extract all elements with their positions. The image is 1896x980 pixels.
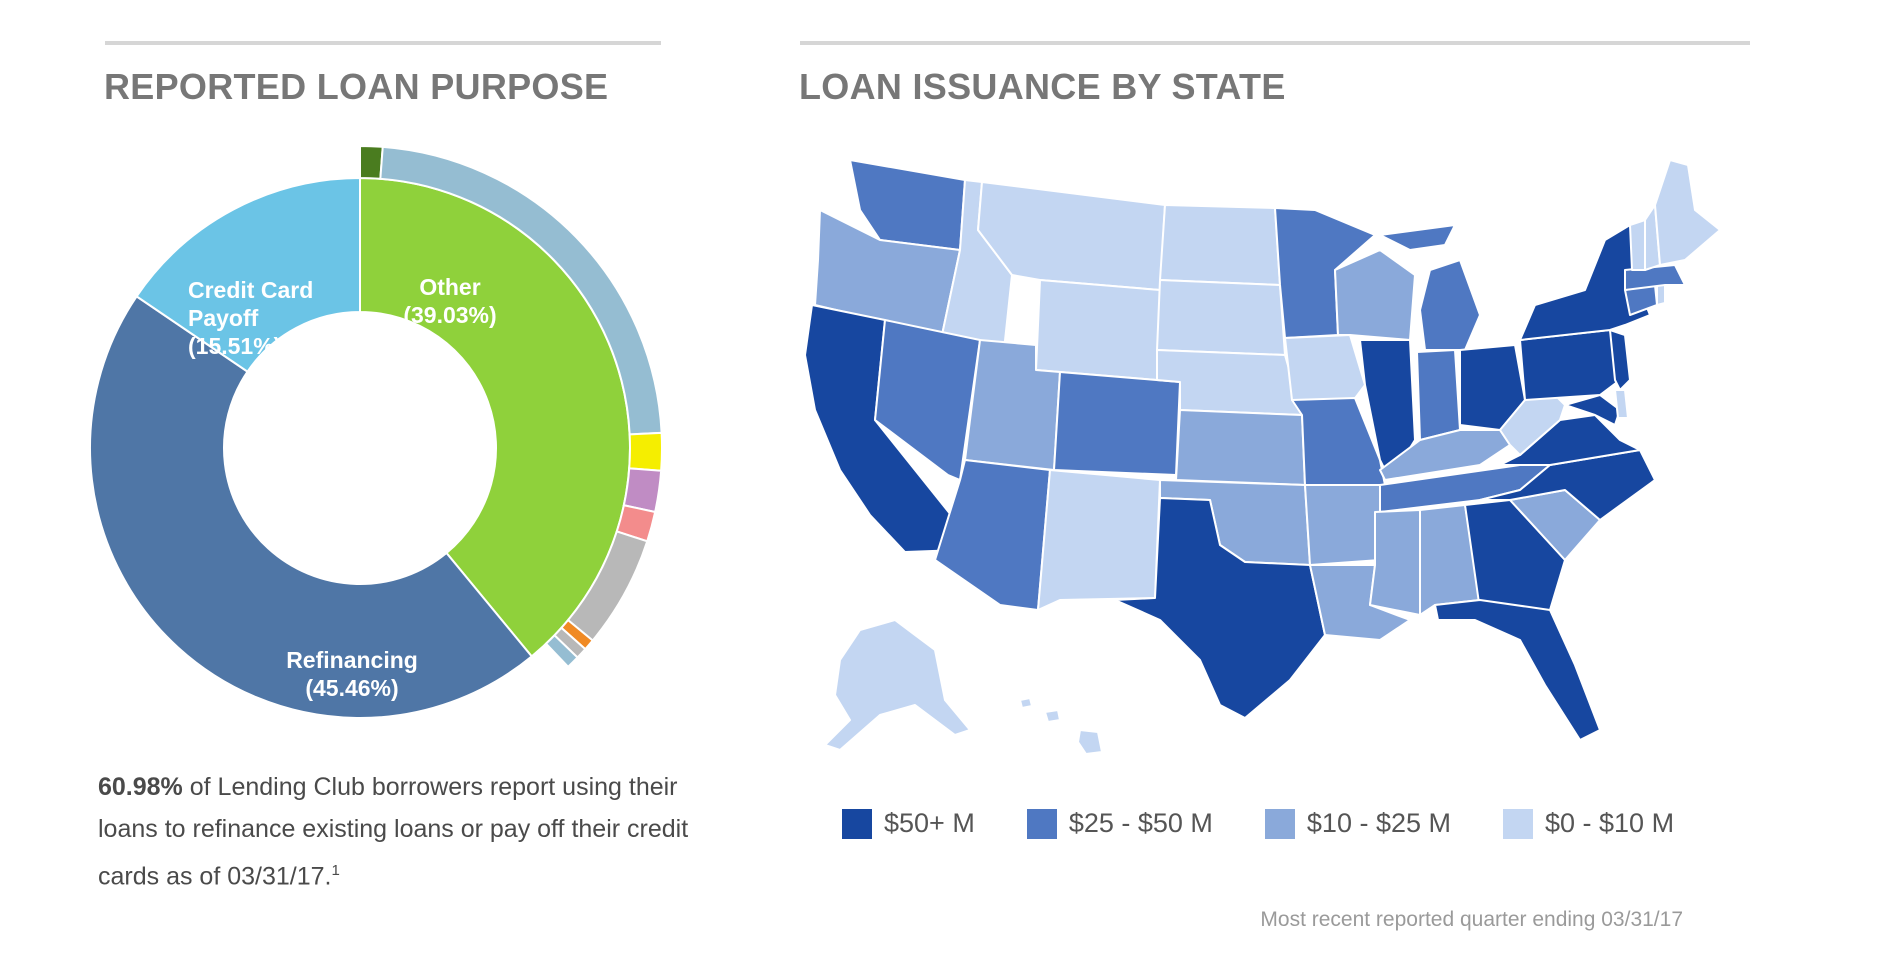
slice-label-1: Refinancing (45.46%) — [286, 647, 418, 701]
outer-slice-8 — [544, 633, 579, 669]
slice-label-0: Other (39.03%) — [403, 274, 496, 328]
state-az — [934, 459, 1051, 611]
state-nm — [1037, 469, 1161, 611]
inner-slice-refinancing — [89, 294, 534, 719]
legend-swatch — [842, 808, 872, 839]
legend-label: $10 - $25 M — [1306, 808, 1451, 838]
slice-label-line: Payoff — [188, 305, 259, 331]
state-me — [1654, 159, 1721, 266]
outer-slice-2 — [628, 431, 663, 472]
legend-label: $25 - $50 M — [1068, 808, 1213, 838]
legend-swatch — [1503, 808, 1533, 839]
outer-slice-0 — [359, 144, 384, 180]
caption-highlight-percent: 60.98% — [98, 773, 183, 801]
state-wi — [1334, 249, 1416, 341]
state-hi — [1019, 697, 1103, 755]
slice-label-line: Refinancing — [286, 647, 418, 673]
map-legend: $50+ M $25 - $50 M $10 - $25 M $0 - $10 … — [842, 808, 1674, 839]
inner-slice-credit-card-payoff — [135, 176, 361, 374]
legend-item-25-50: $25 - $50 M — [1026, 808, 1213, 839]
slice-label-line: (45.46%) — [305, 675, 398, 701]
state-ar — [1304, 484, 1386, 566]
slice-label-line: Credit Card — [188, 277, 313, 303]
state-tx — [1114, 497, 1326, 719]
state-ks — [1175, 409, 1306, 486]
state-vt — [1629, 219, 1646, 271]
state-nd — [1159, 204, 1281, 286]
caption-text: of Lending Club borrowers report using t… — [98, 773, 689, 891]
caption-footnote-marker: 1 — [331, 862, 340, 879]
slice-label-line: (15.51%) — [188, 333, 281, 359]
state-sd — [1156, 279, 1286, 356]
left-top-rule — [105, 41, 661, 45]
state-nv — [874, 319, 981, 481]
state-co — [1053, 371, 1181, 476]
loan-issuance-title: LOAN ISSUANCE BY STATE — [799, 66, 1286, 107]
legend-item-0-10: $0 - $10 M — [1503, 808, 1674, 839]
state-ms — [1369, 509, 1421, 616]
legend-swatch — [1264, 808, 1295, 839]
state-nc — [1479, 449, 1656, 521]
state-ma — [1624, 264, 1686, 291]
slice-label-line: (39.03%) — [403, 302, 496, 328]
state-de — [1614, 389, 1629, 419]
state-pa — [1519, 329, 1621, 401]
us-state-choropleth-map — [804, 159, 1721, 755]
legend-item-10-25: $10 - $25 M — [1264, 808, 1451, 839]
slice-label-2: Credit Card Payoff (15.51%) — [188, 277, 313, 359]
legend-label: $0 - $10 M — [1545, 808, 1675, 838]
state-in — [1416, 349, 1461, 441]
state-nj — [1609, 329, 1631, 391]
state-wy — [1035, 279, 1161, 381]
state-ak — [824, 619, 971, 751]
state-fl — [1434, 599, 1601, 741]
reporting-period-footnote: Most recent reported quarter ending 03/3… — [1260, 908, 1683, 931]
loan-purpose-caption: 60.98% of Lending Club borrowers report … — [98, 766, 698, 897]
right-top-rule — [800, 41, 1750, 45]
legend-swatch — [1026, 808, 1057, 839]
loan-purpose-title: REPORTED LOAN PURPOSE — [104, 66, 609, 107]
slice-label-line: Other — [419, 274, 480, 300]
legend-label: $50+ M — [884, 808, 975, 838]
state-ia — [1284, 334, 1366, 406]
legend-item-50-plus: $50+ M — [842, 808, 975, 839]
loan-purpose-donut-chart: Other (39.03%) Refinancing (45.46%) Credit C… — [89, 144, 663, 719]
state-ri — [1656, 284, 1666, 306]
